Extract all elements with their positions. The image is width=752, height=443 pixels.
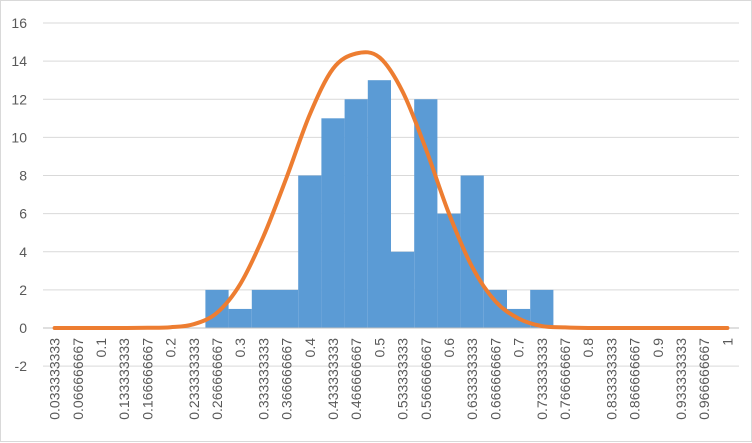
bar (460, 175, 484, 328)
x-tick-label: 0.266666667 (209, 338, 225, 420)
bar (275, 289, 299, 328)
x-tick-label: 0.833333333 (603, 338, 619, 420)
x-tick-label: 0.533333333 (395, 338, 411, 420)
x-tick-label: 0.733333333 (534, 338, 550, 420)
x-tick-label: 0.866666667 (627, 338, 643, 420)
x-tick-label: 0.1 (93, 338, 109, 358)
x-tick-label: 0.5 (371, 338, 387, 358)
x-tick-label: 0.033333333 (47, 338, 63, 420)
y-tick-label: 12 (11, 91, 27, 107)
x-tick-label: 1 (719, 338, 735, 346)
x-tick-label: 0.2 (163, 338, 179, 358)
x-tick-label: 0.233333333 (186, 338, 202, 420)
bar (414, 99, 438, 328)
x-tick-label: 0.633333333 (464, 338, 480, 420)
bar (298, 175, 322, 328)
bar (391, 251, 415, 328)
x-tick-label: 0.966666667 (696, 338, 712, 420)
bar (251, 289, 275, 328)
y-tick-label: 10 (11, 129, 27, 145)
y-tick-label: 14 (11, 53, 27, 69)
bar (228, 308, 252, 328)
y-axis-ticks: -2 0 2 4 6 8 10 12 14 16 (11, 15, 27, 374)
y-tick-label: 8 (19, 168, 27, 184)
x-tick-label: 0.466666667 (348, 338, 364, 420)
x-tick-label: 0.8 (580, 338, 596, 358)
bar (530, 289, 554, 328)
x-tick-label: 0.566666667 (418, 338, 434, 420)
bar (344, 99, 368, 328)
bar (483, 289, 507, 328)
x-tick-label: 0.766666667 (557, 338, 573, 420)
y-tick-label: 6 (19, 206, 27, 222)
x-tick-label: 0.666666667 (487, 338, 503, 420)
x-tick-label: 0.333333333 (255, 338, 271, 420)
x-tick-label: 0.6 (441, 338, 457, 358)
y-tick-label: 0 (19, 320, 27, 336)
x-tick-label: 0.366666667 (279, 338, 295, 420)
x-tick-label: 0.7 (511, 338, 527, 358)
x-tick-label: 0.133333333 (116, 338, 132, 420)
x-tick-label: 0.066666667 (70, 338, 86, 420)
y-tick-label: 16 (11, 15, 27, 31)
y-tick-label: -2 (15, 358, 28, 374)
x-tick-label: 0.3 (232, 338, 248, 358)
bar (205, 289, 229, 328)
normal-curve-series (52, 50, 730, 331)
x-tick-label: 0.933333333 (673, 338, 689, 420)
x-axis-ticks: 0.033333333 0.066666667 0.1 0.133333333 0.16… (47, 338, 736, 420)
x-tick-label: 0.166666667 (139, 338, 155, 420)
y-tick-label: 2 (19, 282, 27, 298)
x-tick-label: 0.4 (302, 338, 318, 358)
bar-series (205, 80, 554, 328)
x-tick-label: 0.9 (650, 338, 666, 358)
normal-curve (52, 50, 730, 331)
bar (321, 118, 345, 328)
bar (437, 213, 461, 328)
bar (367, 80, 391, 328)
y-tick-label: 4 (19, 244, 27, 260)
x-tick-label: 0.433333333 (325, 338, 341, 420)
